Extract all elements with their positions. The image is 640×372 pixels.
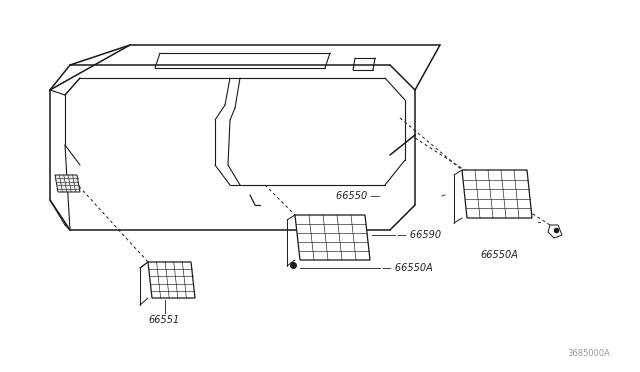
Text: 66550A: 66550A <box>480 250 518 260</box>
Polygon shape <box>462 170 532 218</box>
Text: 66551: 66551 <box>148 315 179 325</box>
Text: — 66550A: — 66550A <box>382 263 433 273</box>
Text: 66550 —: 66550 — <box>336 191 380 201</box>
Polygon shape <box>295 215 370 260</box>
Text: — 66590: — 66590 <box>397 230 441 240</box>
Polygon shape <box>148 262 195 298</box>
Polygon shape <box>548 225 562 238</box>
Polygon shape <box>55 175 80 192</box>
Text: 3685000A: 3685000A <box>567 349 610 358</box>
